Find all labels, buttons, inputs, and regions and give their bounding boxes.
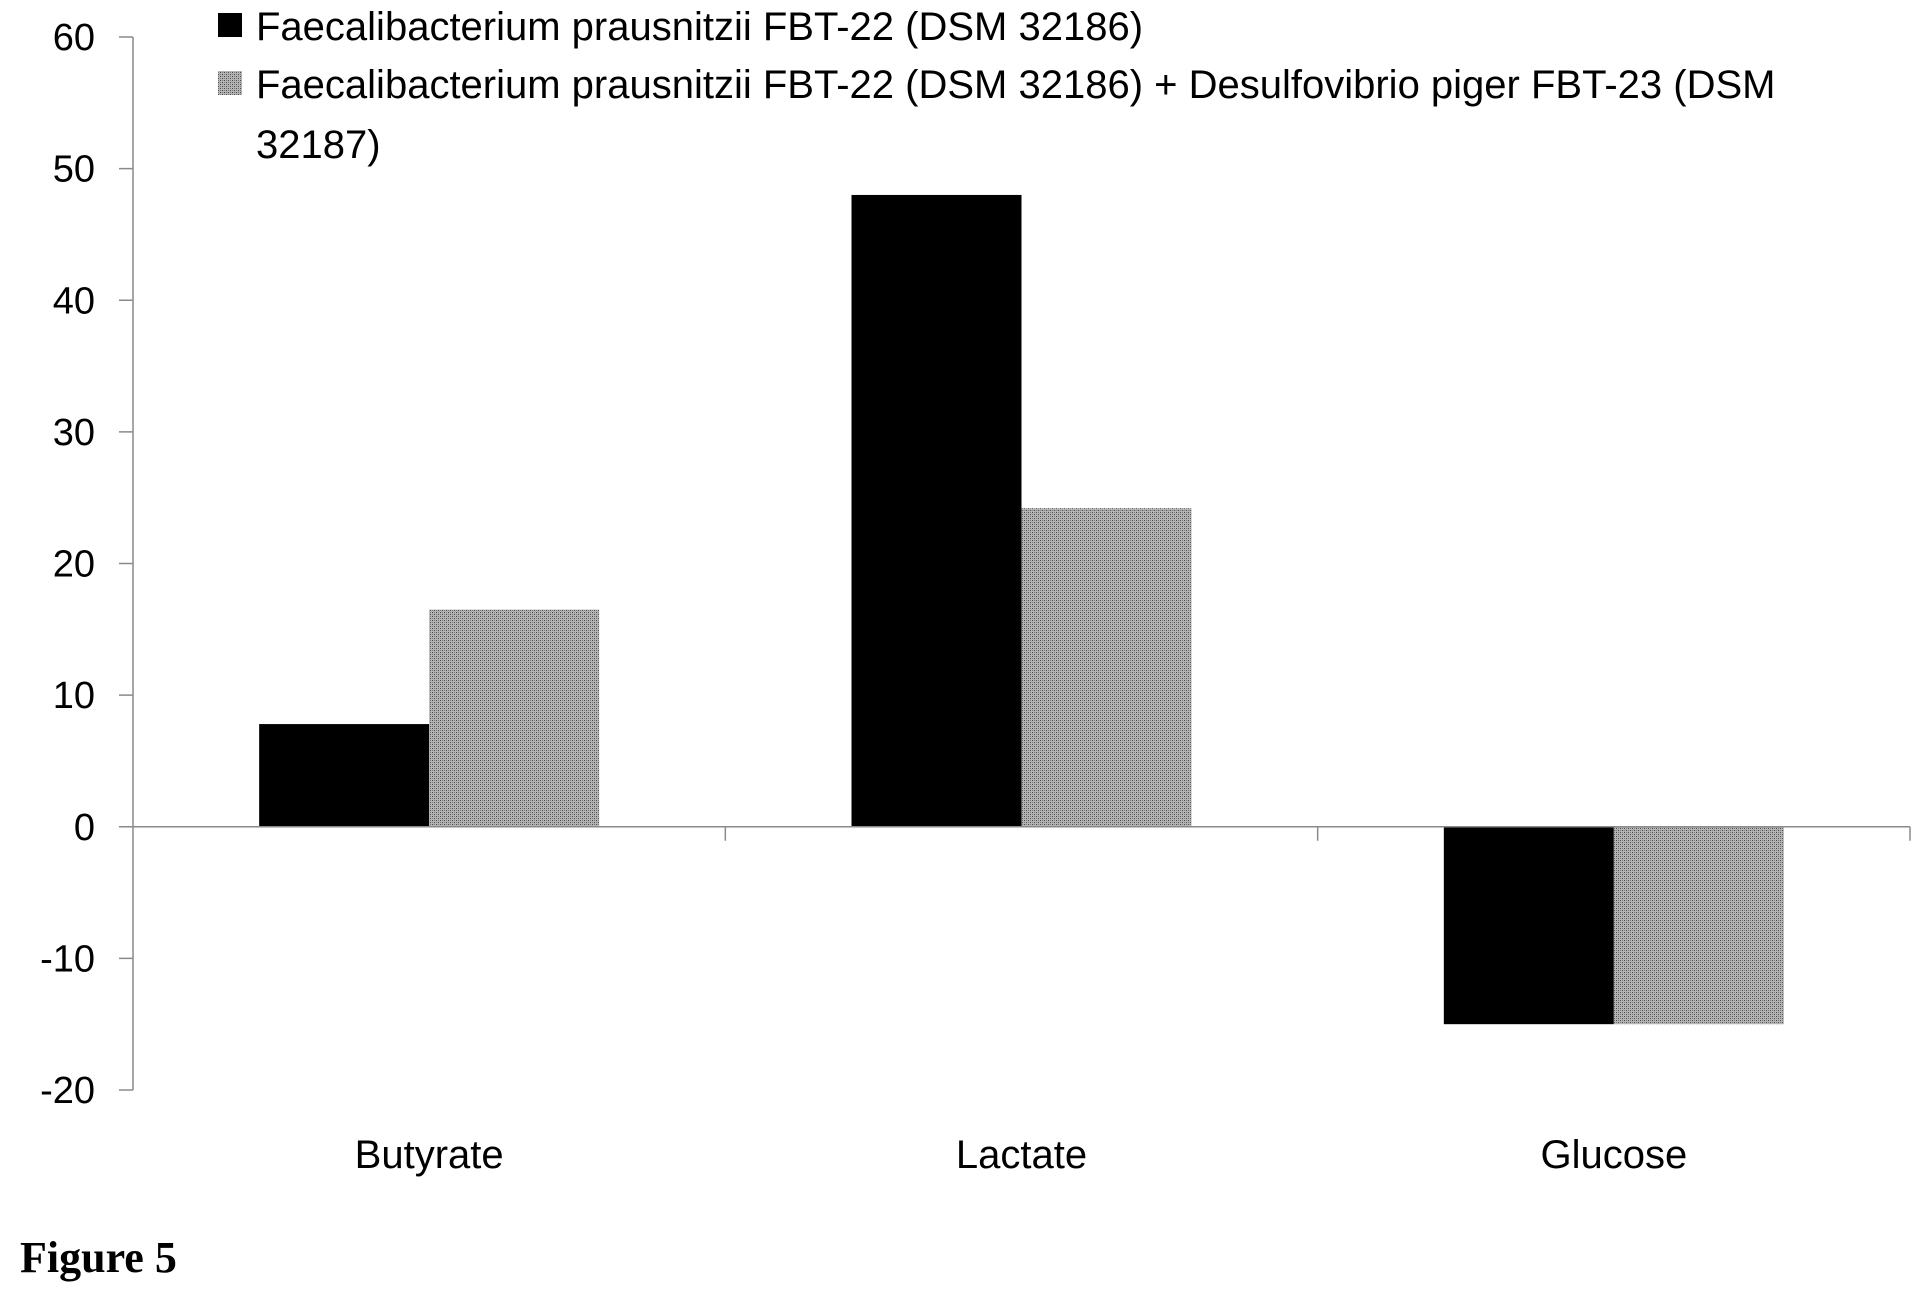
legend-swatch-series-1 [218,13,242,37]
bar-glucose-series-1 [1443,826,1614,1025]
y-tick-label: 30 [53,412,95,454]
y-tick-label: 40 [53,280,95,322]
x-category-label-glucose: Glucose [1540,1133,1687,1177]
figure-caption: Figure 5 [20,1233,177,1282]
y-tick-label: 50 [53,149,95,191]
y-axis-tick-labels: 60 50 40 30 20 10 0 -10 -20 [40,17,95,1112]
y-tick-label: 20 [53,544,95,586]
legend-label-series-1: Faecalibacterium prausnitzii FBT-22 (DSM… [256,5,1143,49]
y-tick-label: -20 [40,1070,95,1112]
y-tick-label: 60 [53,17,95,59]
bar-glucose-series-2 [1613,826,1784,1025]
x-category-label-lactate: Lactate [956,1133,1087,1177]
legend-swatch-series-2 [218,71,242,95]
axes-layer [119,36,1911,1091]
x-axis-category-labels: Butyrate Lactate Glucose [355,1133,1688,1177]
legend: Faecalibacterium prausnitzii FBT-22 (DSM… [218,5,1775,167]
legend-label-series-2: Faecalibacterium prausnitzii FBT-22 (DSM… [256,63,1775,107]
bar-butyrate-series-1 [259,724,430,827]
y-tick-label: 0 [74,807,95,849]
legend-label-series-2: 32187) [256,123,381,167]
x-category-label-butyrate: Butyrate [355,1133,504,1177]
bar-lactate-series-1 [851,194,1022,827]
bars-layer [259,194,1784,1025]
bar-butyrate-series-2 [429,609,600,827]
y-tick-label: 10 [53,675,95,717]
bar-lactate-series-2 [1021,508,1192,827]
y-tick-label: -10 [40,938,95,980]
